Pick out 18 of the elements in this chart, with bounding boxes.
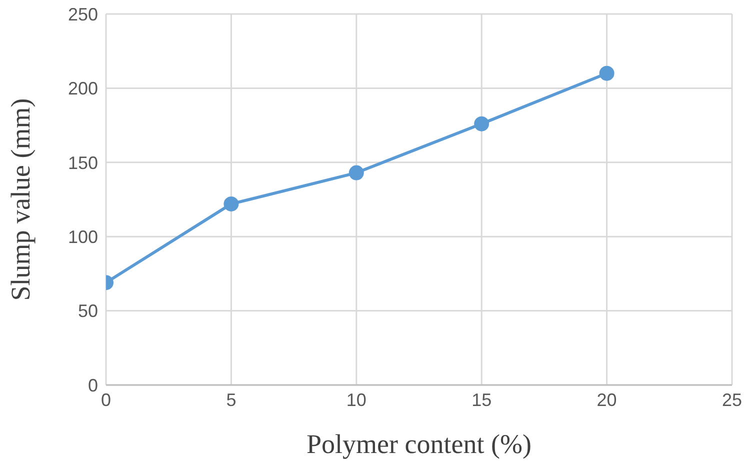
point xyxy=(224,196,239,212)
y-tick-label: 50 xyxy=(78,301,98,322)
point xyxy=(474,116,490,132)
y-tick-label: 250 xyxy=(68,4,98,24)
point xyxy=(599,66,614,81)
y-tick-label: 0 xyxy=(88,375,98,396)
y-tick-label: 150 xyxy=(68,152,98,173)
x-axis-title: Polymer content (%) xyxy=(306,429,532,459)
y-tick-label: 200 xyxy=(68,78,98,99)
y-axis-title: Slump value (mm) xyxy=(6,98,36,301)
y-tick-label: 100 xyxy=(68,226,98,247)
x-tick-label: 25 xyxy=(722,390,742,410)
x-tick-label: 20 xyxy=(596,390,617,410)
x-tick-label: 0 xyxy=(100,390,112,410)
point xyxy=(348,165,364,180)
x-tick-label: 15 xyxy=(472,390,492,410)
x-tick-label: 10 xyxy=(346,390,366,410)
x-tick-label: 5 xyxy=(226,390,236,410)
